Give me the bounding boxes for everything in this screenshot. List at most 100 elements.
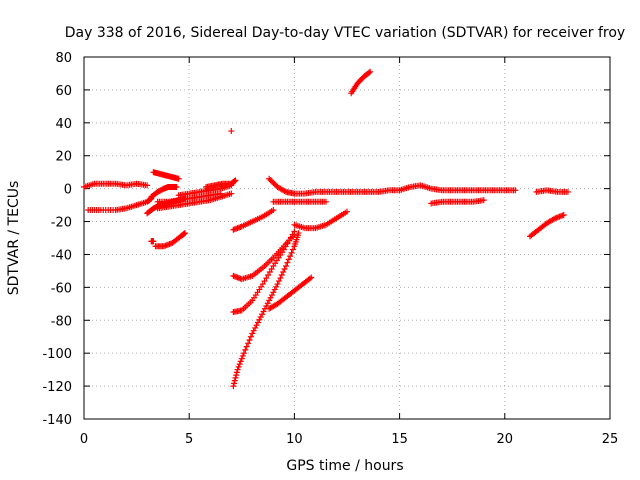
series-12 xyxy=(230,207,277,233)
tick-labels: 0 5 10 15 20 25 -140 -120 -100 -80 -60 -40 -20 0 20 40 6… xyxy=(42,51,618,447)
data-point xyxy=(270,207,277,214)
data-point xyxy=(267,294,274,301)
data-point xyxy=(295,230,302,237)
data-point xyxy=(252,324,259,331)
series-17 xyxy=(291,208,350,232)
y-tick-label: 20 xyxy=(55,150,72,165)
data-point xyxy=(268,292,275,299)
data-point xyxy=(181,230,188,237)
data-point xyxy=(366,69,373,76)
x-tick-label: 5 xyxy=(185,432,193,447)
data-point xyxy=(282,243,289,250)
data-point xyxy=(264,300,271,307)
data-point xyxy=(268,178,275,185)
data-point xyxy=(280,269,287,276)
data-point xyxy=(367,68,374,75)
series-15 xyxy=(266,274,315,312)
series-13 xyxy=(230,231,298,283)
data-point xyxy=(270,179,277,186)
data-point xyxy=(150,238,157,245)
data-point xyxy=(277,275,284,282)
data-point xyxy=(285,256,292,263)
data-point xyxy=(273,283,280,290)
series-19 xyxy=(270,198,329,205)
x-tick-label: 25 xyxy=(602,432,619,447)
x-tick-label: 10 xyxy=(286,432,303,447)
data-point xyxy=(261,278,268,285)
data-point xyxy=(280,246,287,253)
data-point xyxy=(270,289,277,296)
y-tick-label: -60 xyxy=(51,281,72,296)
series-14 xyxy=(230,228,298,316)
plot-frame xyxy=(83,56,611,420)
data-point xyxy=(173,183,180,190)
x-axis-label: GPS time / hours xyxy=(286,458,403,474)
y-tick-label: 60 xyxy=(55,84,72,99)
data-point xyxy=(228,190,235,197)
data-point xyxy=(175,175,182,182)
data-point xyxy=(480,197,487,204)
data-point xyxy=(512,187,519,194)
data-points xyxy=(81,68,571,390)
y-tick-label: -120 xyxy=(42,380,72,395)
data-point xyxy=(268,265,275,272)
y-tick-label: 40 xyxy=(55,117,72,132)
data-point xyxy=(274,281,281,288)
data-point xyxy=(560,211,567,218)
data-point xyxy=(278,272,285,279)
data-point xyxy=(281,265,288,272)
series-8 xyxy=(203,177,239,190)
data-point xyxy=(344,208,350,215)
data-point xyxy=(237,358,244,365)
data-point xyxy=(275,278,282,285)
series-9 xyxy=(148,238,157,245)
data-point xyxy=(253,322,260,329)
data-point xyxy=(284,259,291,266)
data-point xyxy=(288,249,295,256)
y-axis-label: SDTVAR / TECUs xyxy=(6,181,22,296)
y-tick-label: 0 xyxy=(64,183,72,198)
data-point xyxy=(271,181,278,188)
data-point xyxy=(238,355,245,362)
series-6 xyxy=(154,190,235,212)
series-1 xyxy=(85,195,155,214)
data-point xyxy=(259,311,266,318)
series-11 xyxy=(228,128,235,135)
data-point xyxy=(286,237,293,244)
data-point xyxy=(287,234,294,241)
data-point xyxy=(291,228,298,235)
data-point xyxy=(266,297,273,304)
data-point xyxy=(564,188,571,195)
series-21 xyxy=(428,197,487,207)
data-point xyxy=(266,269,273,276)
axis-ticks xyxy=(83,56,611,420)
data-point xyxy=(259,281,266,288)
data-point xyxy=(240,350,247,357)
series-18 xyxy=(266,175,519,197)
y-tick-label: -140 xyxy=(42,413,72,428)
data-point xyxy=(239,352,246,359)
data-point xyxy=(234,366,241,373)
data-point xyxy=(263,275,270,282)
series-10 xyxy=(152,230,188,250)
data-point xyxy=(260,308,267,315)
data-point xyxy=(289,231,296,238)
data-point xyxy=(250,327,257,334)
data-point xyxy=(233,369,240,376)
data-point xyxy=(322,198,329,205)
x-tick-label: 15 xyxy=(391,432,408,447)
data-point xyxy=(232,374,239,381)
series-23 xyxy=(527,211,567,240)
y-tick-label: -100 xyxy=(42,347,72,362)
data-point xyxy=(236,361,243,368)
series-16 xyxy=(230,230,302,390)
y-tick-label: -40 xyxy=(51,248,72,263)
series-22 xyxy=(533,187,571,195)
data-point xyxy=(243,343,250,350)
data-point xyxy=(231,377,238,384)
data-point xyxy=(242,346,249,353)
data-point xyxy=(289,246,296,253)
data-point xyxy=(228,128,235,135)
y-tick-label: -80 xyxy=(51,314,72,329)
series-3 xyxy=(150,169,182,182)
